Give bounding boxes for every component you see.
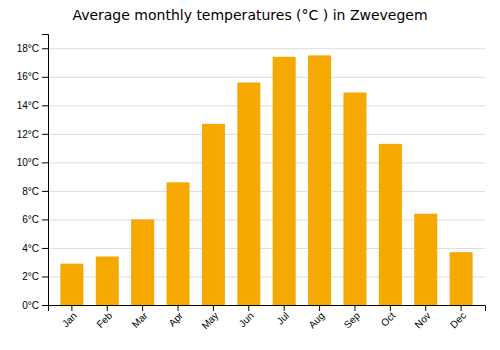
grid-line xyxy=(48,48,485,49)
y-tick: 0°C xyxy=(22,300,48,311)
plot: 0°C 2°C 4°C 6°C 8°C 10°C 12°C 14°C 16°C 18°C Jan Fe… xyxy=(17,35,486,332)
y-tick: 12°C xyxy=(17,129,48,140)
y-tick: 8°C xyxy=(22,186,48,197)
grid-line-group xyxy=(48,77,485,78)
bar xyxy=(167,182,190,305)
x-tick-label: Dec xyxy=(448,310,468,330)
bar xyxy=(131,219,154,305)
x-tick-label: Jan xyxy=(60,310,79,329)
y-tick: 16°C xyxy=(17,71,48,82)
y-tick-label: 0°C xyxy=(22,300,39,311)
bar xyxy=(237,82,260,305)
x-tick: Nov xyxy=(412,305,432,330)
grid-line-group xyxy=(48,48,485,49)
grid-line xyxy=(48,77,485,78)
grid-line-group xyxy=(48,105,485,106)
y-tick: 4°C xyxy=(22,243,48,254)
x-tick-label: Sep xyxy=(342,310,363,331)
x-tick: Sep xyxy=(342,305,363,330)
y-tick-label: 8°C xyxy=(22,186,39,197)
grid-line xyxy=(48,162,485,163)
y-tick-label: 4°C xyxy=(22,243,39,254)
y-tick: 18°C xyxy=(17,43,48,54)
x-tick-mark xyxy=(71,305,72,311)
x-tick-label: Feb xyxy=(94,310,114,330)
grid-line xyxy=(48,134,485,135)
bar xyxy=(414,214,437,305)
x-tick: Jun xyxy=(237,305,256,329)
y-tick-mark xyxy=(42,191,48,192)
y-tick: 14°C xyxy=(17,100,48,111)
y-tick-mark xyxy=(42,134,48,135)
x-tick-mark xyxy=(142,305,143,311)
y-axis: 0°C 2°C 4°C 6°C 8°C 10°C 12°C 14°C 16°C 18°C xyxy=(17,35,49,311)
x-tick-label: Aug xyxy=(306,310,326,330)
x-tick-label: Mar xyxy=(130,309,150,329)
x-tick-mark xyxy=(248,305,249,311)
y-tick-label: 18°C xyxy=(17,43,39,54)
x-tick: Feb xyxy=(94,305,114,330)
x-tick-label: Nov xyxy=(412,310,432,330)
y-tick-label: 14°C xyxy=(17,100,39,111)
grid-line-group xyxy=(48,134,485,135)
y-tick-mark xyxy=(42,276,48,277)
bar xyxy=(450,252,473,305)
y-tick: 2°C xyxy=(22,271,48,282)
x-tick-mark xyxy=(354,305,355,311)
x-tick-mark xyxy=(107,305,108,311)
y-tick-mark xyxy=(42,162,48,163)
x-tick-label: May xyxy=(199,310,220,331)
x-axis-line xyxy=(49,306,486,312)
bar xyxy=(96,257,119,305)
x-tick-label: Jun xyxy=(237,310,256,329)
x-tick-mark xyxy=(425,305,426,311)
x-tick-mark xyxy=(178,305,179,311)
x-tick: Dec xyxy=(448,305,468,330)
x-tick-mark xyxy=(319,305,320,311)
y-tick: 6°C xyxy=(22,214,48,225)
y-tick-mark xyxy=(42,105,48,106)
grid-line-group xyxy=(48,162,485,163)
x-tick: Mar xyxy=(130,305,150,330)
bar xyxy=(343,92,366,305)
y-tick-label: 12°C xyxy=(17,129,39,140)
x-tick-label: Oct xyxy=(379,310,398,329)
grid xyxy=(48,49,485,306)
bar xyxy=(60,264,83,305)
bar xyxy=(379,144,402,305)
x-tick: Oct xyxy=(379,305,398,329)
y-tick-mark xyxy=(42,219,48,220)
x-tick-mark xyxy=(461,305,462,311)
y-tick-mark xyxy=(42,248,48,249)
x-tick: Jul xyxy=(274,305,291,327)
x-tick-label: Apr xyxy=(166,309,185,328)
grid-line xyxy=(48,191,485,192)
y-tick: 10°C xyxy=(17,157,48,168)
x-axis: Jan Feb Mar Apr May Jun Jul Aug Sep Oct Nov Dec xyxy=(49,305,486,331)
bar xyxy=(202,124,225,305)
bars xyxy=(60,55,472,305)
x-tick-mark xyxy=(284,305,285,311)
y-tick-label: 2°C xyxy=(22,271,39,282)
x-tick-label: Jul xyxy=(274,310,291,327)
x-tick-mark xyxy=(213,305,214,311)
y-tick-mark xyxy=(42,77,48,78)
y-axis-line xyxy=(42,35,49,306)
x-tick: May xyxy=(199,305,220,331)
grid-line xyxy=(48,105,485,106)
x-tick-mark xyxy=(390,305,391,311)
x-tick: Jan xyxy=(60,305,79,329)
x-tick: Aug xyxy=(306,305,326,330)
y-tick-label: 16°C xyxy=(17,71,39,82)
x-tick: Apr xyxy=(166,305,185,329)
y-tick-label: 10°C xyxy=(17,157,39,168)
y-tick-mark xyxy=(42,48,48,49)
grid-line-group xyxy=(48,191,485,192)
y-tick-label: 6°C xyxy=(22,214,39,225)
bar xyxy=(273,57,296,305)
bar xyxy=(308,55,331,305)
title: Average monthly temperatures (°C ) in Zw… xyxy=(72,7,427,23)
y-tick-mark xyxy=(42,305,48,306)
chart: Average monthly temperatures (°C ) in Zw… xyxy=(0,0,500,350)
